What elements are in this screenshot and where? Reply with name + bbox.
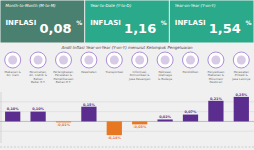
header-value: 1,54	[209, 21, 241, 36]
header-label: Month-to-Month (M-to-M)	[6, 3, 57, 8]
header-label: Year-on-Year (Y-on-Y)	[175, 3, 216, 8]
header-box-bg	[85, 1, 169, 43]
header-box: Year-to-Date (Y-to-D) INFLASI1,16%	[85, 1, 169, 43]
header-unit: %	[245, 19, 251, 26]
grid-line	[0, 131, 254, 132]
bars	[5, 97, 249, 135]
category-icon	[233, 52, 249, 68]
header-label: Year-to-Date (Y-to-D)	[90, 3, 132, 8]
bar	[5, 112, 20, 122]
bar	[81, 107, 96, 122]
category-icon-dot	[110, 56, 119, 65]
header-title: INFLASI	[175, 19, 206, 27]
bottom-border	[0, 147, 254, 148]
category-label: PerawatanPribadi &Jasa Lainnya	[231, 70, 250, 81]
header-unit: %	[76, 19, 82, 26]
category-icon	[208, 52, 224, 68]
bar	[183, 115, 198, 122]
category-label: Rekreasi,Olahraga& Budaya	[158, 70, 172, 81]
category-icon-dot	[84, 56, 93, 65]
category-label: Perlengkapan,Peralatan &PemeliharaanBaha…	[53, 70, 74, 84]
bar	[107, 121, 122, 135]
category-icon-dot	[135, 56, 144, 65]
category-label: Transportasi	[104, 70, 123, 74]
category-icon	[56, 52, 72, 68]
category-icon-dot	[237, 56, 246, 65]
category-icon-dot	[8, 56, 17, 65]
data-label: 0,10%	[7, 107, 19, 111]
header-box-bg	[170, 1, 254, 43]
category-label: Makanan &An. Cam	[5, 70, 22, 77]
category-label: Informasi,Komunikasi &Jasa Keuangan	[128, 70, 150, 81]
category-icon	[81, 52, 97, 68]
data-label: 0,02%	[159, 115, 171, 119]
data-label: -0,03%	[133, 125, 147, 129]
category-icon	[183, 52, 199, 68]
data-label: 0,25%	[235, 93, 247, 97]
category-icon	[106, 52, 122, 68]
header-title: INFLASI	[90, 19, 121, 27]
category-icon-dot	[211, 56, 220, 65]
chart: Month-to-Month (M-to-M)INFLASI0,08%Year-…	[0, 0, 254, 150]
category-label: Pendidikan	[183, 70, 199, 74]
category-label: PenyediaanMakanan &Minuman/Restoran	[208, 70, 225, 84]
data-label: -0,14%	[108, 136, 122, 140]
category-icon-dot	[161, 56, 170, 65]
header-box-bg	[1, 1, 85, 43]
category-icon	[5, 52, 21, 68]
bar	[234, 97, 249, 122]
bar	[30, 112, 45, 122]
header-unit: %	[161, 19, 167, 26]
data-label: 0,15%	[83, 103, 95, 107]
data-label: 0,10%	[32, 107, 44, 111]
bar	[157, 119, 172, 121]
category-icon-dot	[186, 56, 195, 65]
bar	[132, 121, 147, 124]
header-box: Month-to-Month (M-to-M) INFLASI0,08%	[1, 1, 85, 43]
category-icon-dot	[34, 56, 43, 65]
data-label: -0,01%	[57, 123, 71, 127]
category-icon	[132, 52, 148, 68]
category-icon-dot	[59, 56, 68, 65]
category-label: Perumahan,Air, Listrik &BahanBakar R.T.	[29, 70, 47, 84]
header-title: INFLASI	[6, 19, 37, 27]
category-icon	[30, 52, 46, 68]
header-value: 1,16	[124, 21, 156, 36]
data-label: 0,07%	[185, 110, 197, 114]
header-box: Year-on-Year (Y-on-Y) INFLASI1,54%	[170, 1, 254, 43]
chart-title: Andil Inflasi Year-on-Year (Y-on-Y) menu…	[60, 45, 193, 50]
background	[0, 0, 254, 150]
bar	[208, 101, 223, 122]
data-label: 0,21%	[210, 97, 222, 101]
header-value: 0,08	[39, 21, 71, 36]
y-axis-line	[1, 92, 2, 143]
category-icon	[157, 52, 173, 68]
category-label: Kesehatan	[81, 70, 96, 74]
